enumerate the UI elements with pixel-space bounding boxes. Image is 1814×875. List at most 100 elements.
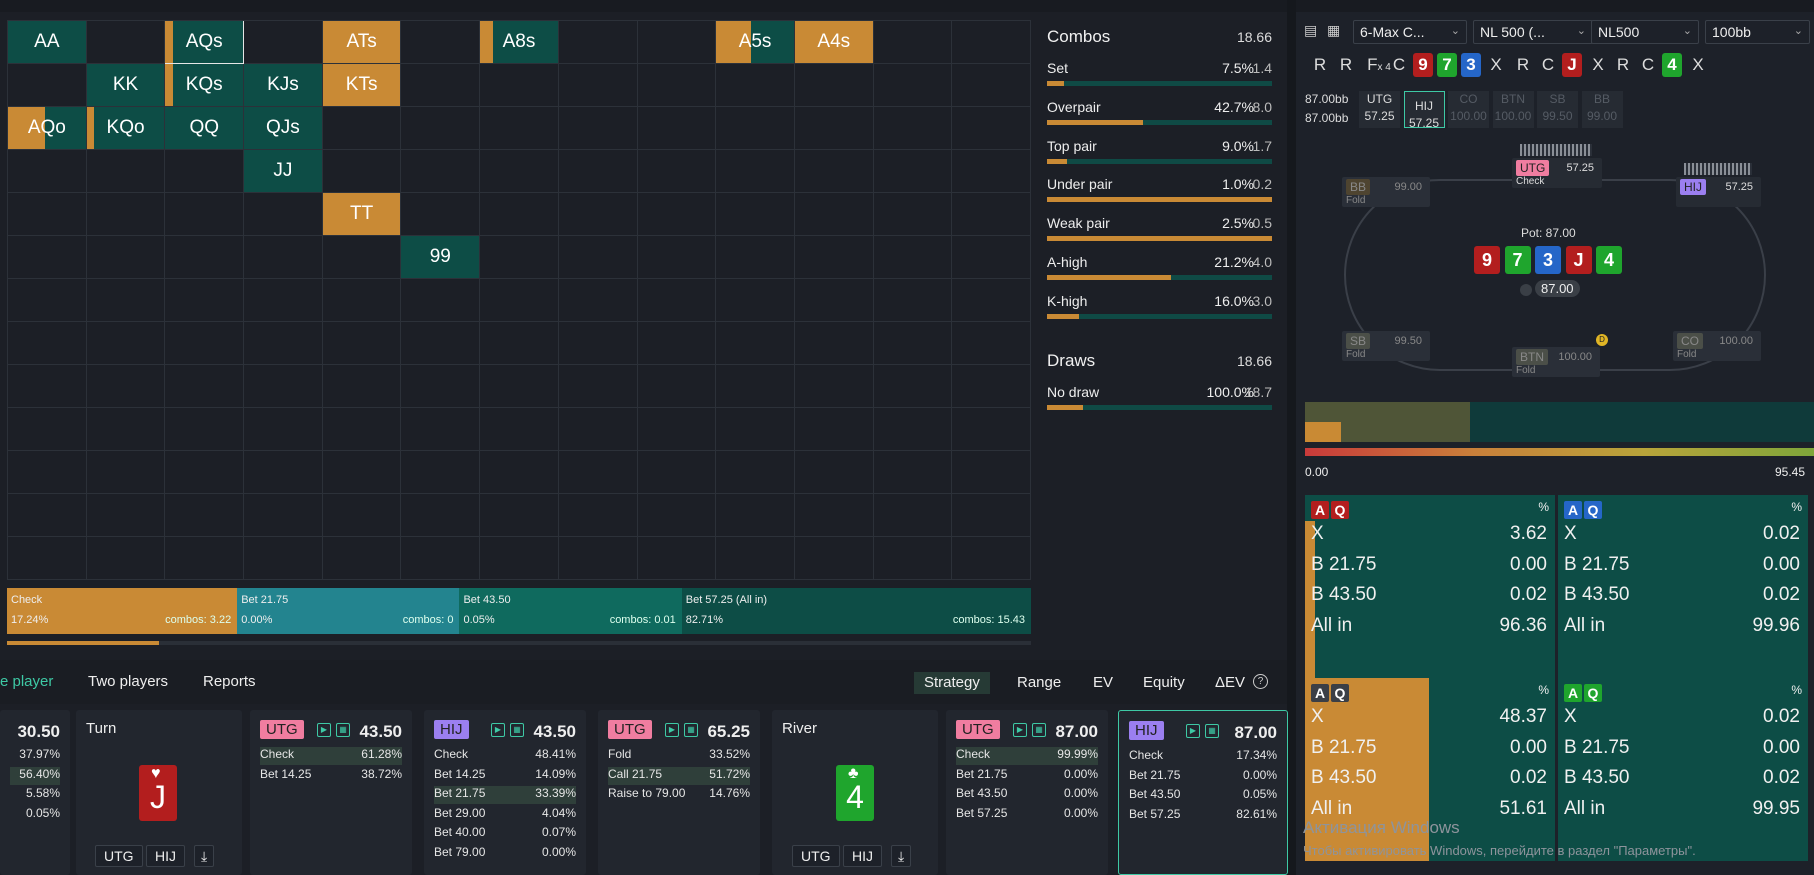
- hand-quadrant[interactable]: A Q% X 48.37 B 21.75 0.00 B 43.50 0.02 All in 51.…: [1305, 678, 1555, 861]
- sequence-item[interactable]: C: [1638, 53, 1658, 77]
- cards-icon[interactable]: ▦: [1327, 22, 1341, 38]
- grid-icon[interactable]: ▦: [510, 723, 524, 737]
- panel-row[interactable]: Bet 21.75 33.39%: [434, 786, 576, 804]
- tab-equity[interactable]: Equity: [1143, 674, 1185, 691]
- panel-row[interactable]: Check 99.99%: [956, 747, 1098, 765]
- panel-row[interactable]: Raise to 79.00 14.76%: [608, 786, 750, 804]
- hand-cell[interactable]: QQ: [165, 107, 245, 150]
- play-icon[interactable]: ▶: [1186, 724, 1200, 738]
- panel-flop-hij[interactable]: 30.50 37.97% 56.40% 5.58% 0.05%: [0, 710, 70, 875]
- panel-row[interactable]: 0.05%: [10, 806, 60, 824]
- sequence-item[interactable]: C: [1538, 53, 1558, 77]
- panel-turn-utg-response[interactable]: UTG ▶ ▦ 65.25 Fold 33.52% Call 21.75 51.72%…: [598, 710, 760, 875]
- panel-turn[interactable]: Turn J ♥ UTG HIJ ⤓: [76, 710, 242, 875]
- panel-row[interactable]: Bet 14.25 38.72%: [260, 767, 402, 785]
- help-icon[interactable]: ?: [1253, 674, 1268, 689]
- download-icon[interactable]: ⤓: [194, 845, 215, 867]
- panel-row[interactable]: 37.97%: [10, 747, 60, 765]
- hand-cell[interactable]: 99: [401, 236, 481, 279]
- action-segment[interactable]: Check 17.24% combos: 3.22: [7, 588, 238, 634]
- sequence-item[interactable]: 9: [1413, 53, 1433, 77]
- panel-row[interactable]: Bet 21.75 0.00%: [1129, 768, 1277, 786]
- panel-row[interactable]: Call 21.75 51.72%: [608, 766, 750, 785]
- position-bb[interactable]: BB 99.00: [1581, 91, 1623, 128]
- panel-row[interactable]: Check 61.28%: [260, 747, 402, 765]
- sequence-item[interactable]: J: [1562, 53, 1582, 77]
- tab-reports[interactable]: Reports: [203, 673, 256, 690]
- turn-hij-button[interactable]: HIJ: [146, 845, 185, 867]
- hand-quadrant[interactable]: A Q% X 3.62 B 21.75 0.00 B 43.50 0.02 All in 96.3…: [1305, 495, 1555, 678]
- tab-one-player[interactable]: e player: [0, 673, 54, 690]
- sequence-item[interactable]: R: [1613, 53, 1633, 77]
- panel-row[interactable]: Check 48.41%: [434, 747, 576, 765]
- sequence-item[interactable]: 7: [1437, 53, 1457, 77]
- seat-hij[interactable]: HIJ 57.25: [1676, 177, 1761, 207]
- panel-row[interactable]: Bet 21.75 0.00%: [956, 767, 1098, 785]
- seat-bb[interactable]: BB 99.00 Fold: [1342, 177, 1430, 207]
- sequence-item[interactable]: R: [1513, 53, 1533, 77]
- panel-turn-hij[interactable]: HIJ ▶ ▦ 43.50 Check 48.41% Bet 14.25 14.09%…: [424, 710, 586, 875]
- panel-row[interactable]: Check 17.34%: [1129, 748, 1277, 766]
- seat-btn[interactable]: BTN 100.00 Fold: [1512, 347, 1600, 377]
- hand-quadrant[interactable]: A Q% X 0.02 B 21.75 0.00 B 43.50 0.02 All in 99.9…: [1558, 678, 1808, 861]
- river-utg-button[interactable]: UTG: [792, 845, 840, 867]
- grid-icon[interactable]: ▦: [1032, 723, 1046, 737]
- sequence-item[interactable]: Fx 4: [1360, 53, 1398, 77]
- panel-row[interactable]: Bet 14.25 14.09%: [434, 767, 576, 785]
- panel-river-utg[interactable]: UTG ▶ ▦ 87.00 Check 99.99% Bet 21.75 0.00% B…: [946, 710, 1108, 875]
- hand-cell[interactable]: A4s: [794, 21, 874, 64]
- hand-cell[interactable]: KTs: [322, 64, 402, 107]
- panel-river-hij[interactable]: HIJ ▶ ▦ 87.00 Check 17.34% Bet 21.75 0.00% B…: [1118, 710, 1288, 875]
- stakes-dropdown[interactable]: NL 500 (... ⌄: [1473, 20, 1593, 44]
- panel-row[interactable]: Bet 79.00 0.00%: [434, 845, 576, 863]
- hand-cell[interactable]: KK: [86, 64, 166, 107]
- seat-sb[interactable]: SB 99.50 Fold: [1342, 331, 1430, 361]
- seat-co[interactable]: CO 100.00 Fold: [1673, 331, 1761, 361]
- grid-icon[interactable]: ▦: [684, 723, 698, 737]
- panel-row[interactable]: Bet 43.50 0.00%: [956, 786, 1098, 804]
- panel-row[interactable]: Bet 40.00 0.07%: [434, 825, 576, 843]
- hand-cell[interactable]: AA: [8, 21, 87, 64]
- sequence-item[interactable]: X: [1486, 53, 1506, 77]
- grid-icon[interactable]: ▦: [1205, 724, 1219, 738]
- position-btn[interactable]: BTN 100.00: [1492, 91, 1534, 128]
- tab-two-players[interactable]: Two players: [88, 673, 169, 690]
- panel-row[interactable]: Bet 57.25 0.00%: [956, 806, 1098, 824]
- position-utg[interactable]: UTG 57.25: [1359, 91, 1400, 128]
- sequence-item[interactable]: 3: [1461, 53, 1481, 77]
- hand-cell[interactable]: KQs: [165, 64, 245, 107]
- tab-ev[interactable]: EV: [1093, 674, 1114, 691]
- panel-row[interactable]: Bet 43.50 0.05%: [1129, 787, 1277, 805]
- play-icon[interactable]: ▶: [491, 723, 505, 737]
- action-segment[interactable]: Bet 21.75 0.00% combos: 0: [237, 588, 460, 634]
- hand-cell[interactable]: JJ: [244, 150, 323, 193]
- panel-row[interactable]: Bet 57.25 82.61%: [1129, 807, 1277, 825]
- hand-cell[interactable]: KQo: [86, 107, 166, 150]
- hand-cell[interactable]: A5s: [716, 21, 795, 64]
- seat-utg[interactable]: UTG 57.25 Check: [1512, 158, 1602, 188]
- sequence-item[interactable]: X: [1588, 53, 1608, 77]
- panel-turn-utg[interactable]: UTG ▶ ▦ 43.50 Check 61.28% Bet 14.25 38.72%: [250, 710, 412, 875]
- tab-range[interactable]: Range: [1017, 674, 1062, 691]
- position-hij[interactable]: HIJ 57.25: [1403, 91, 1445, 130]
- action-segment[interactable]: Bet 43.50 0.05% combos: 0.01: [459, 588, 682, 634]
- sequence-item[interactable]: X: [1688, 53, 1708, 77]
- hand-cell[interactable]: AQs: [165, 21, 245, 64]
- sequence-item[interactable]: C: [1389, 53, 1409, 77]
- panel-row[interactable]: Bet 29.00 4.04%: [434, 806, 576, 824]
- panel-row[interactable]: 5.58%: [10, 786, 60, 804]
- document-icon[interactable]: ▤: [1304, 22, 1318, 38]
- hand-cell[interactable]: TT: [322, 193, 402, 236]
- panel-row[interactable]: Fold 33.52%: [608, 747, 750, 765]
- rake-dropdown[interactable]: NL500 ⌄: [1591, 20, 1699, 44]
- action-segment[interactable]: Bet 57.25 (All in) 82.71% combos: 15.43: [681, 588, 1031, 634]
- tab-delta-ev[interactable]: ΔEV: [1215, 674, 1246, 691]
- hand-cell[interactable]: QJs: [244, 107, 323, 150]
- river-hij-button[interactable]: HIJ: [843, 845, 882, 867]
- game-type-dropdown[interactable]: 6-Max C... ⌄: [1353, 20, 1467, 44]
- panel-row[interactable]: 56.40%: [10, 766, 60, 785]
- hand-cell[interactable]: A8s: [480, 21, 559, 64]
- hand-cell[interactable]: AQo: [8, 107, 87, 150]
- hand-quadrant[interactable]: A Q% X 0.02 B 21.75 0.00 B 43.50 0.02 All in 99.9…: [1558, 495, 1808, 678]
- play-icon[interactable]: ▶: [1013, 723, 1027, 737]
